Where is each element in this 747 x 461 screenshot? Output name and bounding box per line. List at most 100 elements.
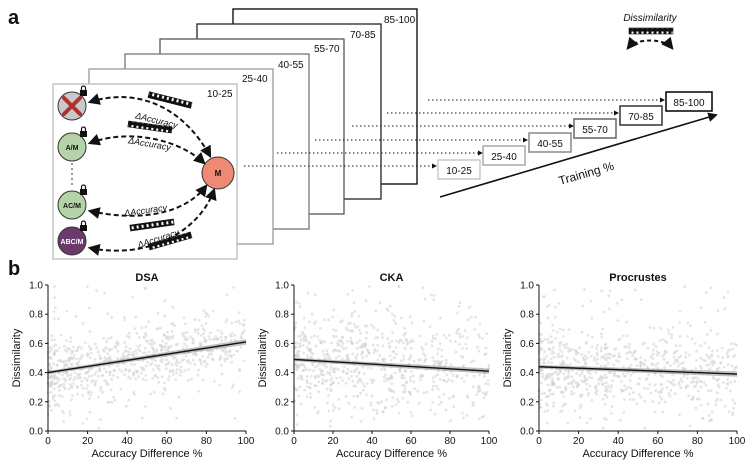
frame-label-70-85: 70-85: [350, 30, 376, 41]
data-point: [622, 374, 626, 378]
data-point: [220, 372, 224, 376]
data-point: [594, 371, 598, 374]
data-point: [129, 363, 133, 366]
data-point: [620, 379, 623, 383]
data-point: [352, 301, 356, 305]
data-point: [542, 358, 545, 362]
data-point: [88, 397, 91, 401]
x-tick-label: 0: [45, 436, 51, 447]
data-point: [68, 358, 71, 362]
data-point: [212, 380, 216, 383]
x-tick-label: 100: [729, 436, 746, 447]
data-point: [548, 376, 551, 379]
data-point: [132, 354, 136, 358]
data-point: [326, 401, 329, 405]
data-point: [387, 341, 391, 345]
y-tick-label: 0.2: [29, 397, 43, 408]
data-point: [209, 331, 212, 335]
data-point: [709, 389, 713, 393]
data-point: [617, 352, 621, 356]
data-point: [76, 386, 80, 389]
data-point: [48, 350, 52, 353]
data-point: [403, 346, 407, 350]
data-point: [138, 336, 141, 339]
data-point: [672, 378, 676, 382]
x-axis-label: Accuracy Difference %: [91, 448, 202, 460]
data-point: [565, 342, 568, 346]
data-point: [90, 367, 94, 371]
data-point: [200, 362, 203, 366]
data-point: [184, 354, 188, 358]
data-point: [605, 395, 609, 399]
data-point: [707, 389, 710, 393]
data-point: [79, 376, 82, 380]
data-point: [606, 356, 609, 359]
data-point: [224, 320, 228, 324]
data-point: [162, 345, 166, 349]
data-point: [303, 388, 307, 392]
data-point: [330, 341, 333, 345]
data-point: [421, 373, 424, 377]
data-point: [375, 411, 379, 415]
data-point: [155, 350, 158, 353]
data-point: [378, 354, 381, 357]
data-point: [385, 377, 388, 381]
data-point: [305, 375, 309, 378]
data-point: [358, 377, 362, 381]
data-point: [731, 347, 735, 351]
lock-icon: [80, 220, 87, 231]
data-point: [627, 350, 631, 354]
data-point: [474, 315, 478, 319]
data-point: [314, 320, 318, 324]
data-point: [85, 379, 89, 382]
data-point: [390, 382, 393, 385]
data-point: [56, 349, 59, 352]
data-point: [672, 362, 676, 365]
data-point: [709, 286, 713, 290]
data-point: [197, 368, 201, 372]
data-point: [81, 386, 85, 390]
training-arrow: [439, 112, 718, 198]
data-point: [677, 383, 681, 386]
y-tick-label: 0.4: [29, 368, 43, 379]
data-point: [631, 354, 635, 358]
data-point: [658, 339, 662, 342]
data-point: [110, 378, 114, 381]
data-point: [448, 339, 452, 343]
data-point: [355, 341, 359, 345]
leader-lines: [244, 97, 665, 169]
data-point: [482, 375, 486, 379]
data-point: [321, 349, 325, 353]
data-point: [196, 328, 200, 331]
data-point: [363, 324, 367, 328]
data-point: [732, 407, 735, 410]
data-point: [228, 350, 232, 354]
data-point: [340, 319, 344, 323]
data-point: [657, 352, 661, 355]
data-point: [607, 384, 610, 388]
data-point: [333, 348, 337, 352]
data-point: [641, 343, 645, 346]
data-point: [358, 328, 361, 332]
data-point: [110, 400, 114, 404]
data-point: [124, 367, 127, 371]
data-point: [376, 343, 380, 347]
step-label-85-100: 85-100: [673, 98, 705, 109]
data-point: [63, 348, 67, 352]
data-point: [197, 389, 200, 393]
data-point: [133, 363, 136, 366]
data-point: [373, 348, 377, 351]
data-point: [70, 385, 74, 389]
data-point: [478, 335, 481, 339]
data-point: [364, 343, 367, 346]
data-point: [172, 373, 175, 376]
data-point: [93, 373, 97, 376]
data-point: [584, 341, 588, 345]
node-acm-label: AC/M: [63, 203, 81, 210]
data-point: [621, 389, 625, 393]
data-point: [547, 360, 550, 364]
data-point: [433, 412, 437, 416]
data-point: [487, 364, 491, 367]
data-point: [550, 361, 554, 365]
